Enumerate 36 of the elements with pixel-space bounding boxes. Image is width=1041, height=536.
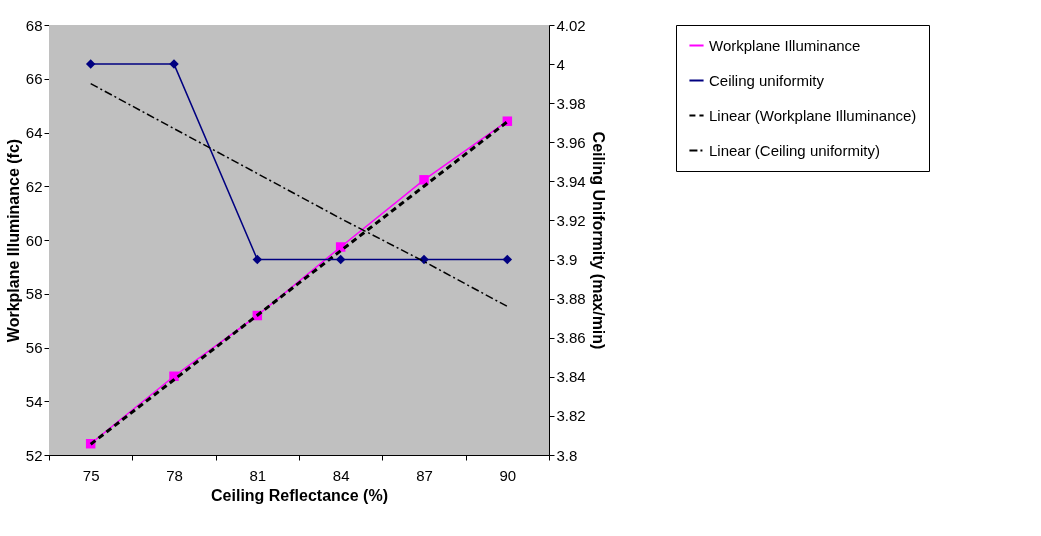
legend-label: Linear (Workplane Illuminance) [709,106,917,124]
y-tick-label: 66 [25,70,43,88]
y-tick-label: 54 [25,392,43,410]
legend-label: Workplane Illuminance [709,36,861,54]
y2-tick-label: 3.82 [556,407,586,425]
y2-tick-label: 4 [556,55,565,73]
y2-tick-label: 3.94 [556,172,586,190]
y2-tick-label: 3.86 [556,329,586,347]
x-tick-label: 78 [166,466,183,484]
x-tick-label: 81 [249,466,267,484]
legend-label: Linear (Ceiling uniformity) [709,141,880,159]
y-tick-label: 64 [25,124,43,141]
y2-tick-label: 3.84 [556,368,586,386]
y-tick-label: 56 [25,339,43,356]
y2-tick-label: 3.92 [556,211,586,229]
y-tick-label: 58 [25,285,43,303]
y2-tick-label: 3.88 [556,290,586,308]
y-tick-label: 52 [25,446,43,464]
legend-label: Ceiling uniformity [709,71,825,89]
y2-tick-label: 3.96 [556,133,586,151]
y2-tick-label: 4.02 [556,16,586,34]
y-tick-label: 60 [25,231,43,249]
x-tick-label: 87 [416,466,433,484]
x-tick-label: 84 [332,466,350,484]
x-axis-title: Ceiling Reflectance (%) [211,486,388,504]
y2-tick-label: 3.9 [556,251,578,269]
x-tick-label: 75 [82,466,100,484]
y-tick-label: 62 [25,177,43,195]
y-tick-label: 68 [25,16,43,34]
y-axis-title: Workplane Illuminance (fc) [4,138,22,343]
y2-tick-label: 3.8 [556,446,578,464]
point [335,242,346,252]
x-tick-label: 90 [499,466,517,484]
y2-axis-title: Ceiling Uniformity (max/min) [589,131,607,350]
point [419,175,429,185]
y2-tick-label: 3.98 [556,94,586,112]
